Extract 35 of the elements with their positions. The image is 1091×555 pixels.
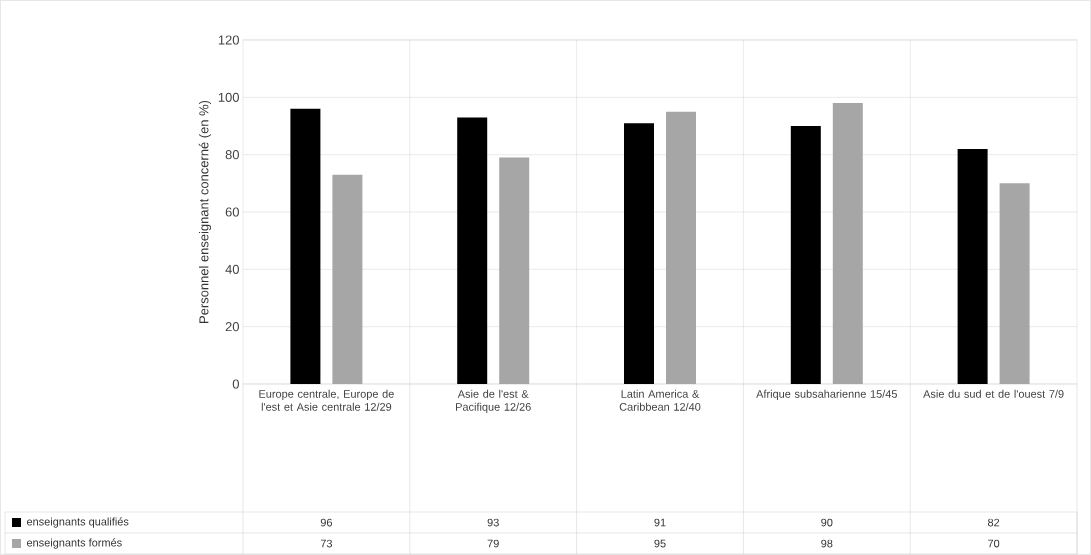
- data-label: 79: [487, 539, 499, 548]
- data-label: 95: [654, 539, 666, 548]
- data-label: 93: [487, 518, 499, 527]
- y-axis-title: Personnel enseignant concerné (en %): [198, 100, 212, 323]
- data-label: 96: [320, 518, 333, 527]
- x-tick-label: Asie du sud et de l'ouest 7/9: [923, 389, 1064, 398]
- data-label: 98: [821, 539, 833, 548]
- x-tick-label: Asie de l'est & Pacifique 12/26: [456, 389, 531, 413]
- y-tick-label: 80: [225, 150, 239, 160]
- bar: [457, 117, 488, 384]
- bar: [624, 123, 654, 384]
- y-tick-label: 120: [218, 35, 239, 45]
- x-tick-label: Europe centrale, Europe de l'est et Asie centrale 12/29: [259, 389, 394, 411]
- x-tick-label: Latin America & Caribbean 12/40: [619, 389, 701, 411]
- y-tick-label: 0: [232, 379, 239, 389]
- data-label: 91: [654, 518, 666, 527]
- data-label: 90: [821, 518, 833, 527]
- bar: [666, 111, 696, 384]
- y-tick-label: 60: [225, 207, 239, 217]
- bar: [332, 174, 363, 384]
- bar: [499, 157, 530, 384]
- data-label: 70: [988, 539, 1000, 548]
- bar: [957, 148, 988, 384]
- bar: [999, 183, 1030, 384]
- bar: [832, 103, 863, 384]
- bar: [790, 126, 821, 384]
- data-label: 73: [320, 539, 333, 548]
- legend-label: enseignants qualifiés: [26, 517, 129, 528]
- data-label: 82: [987, 518, 1000, 527]
- bar: [290, 108, 321, 384]
- x-tick-label: Afrique subsaharienne 15/45: [756, 389, 897, 400]
- y-tick-label: 20: [225, 322, 239, 332]
- legend-label: enseignants formés: [26, 538, 122, 549]
- y-tick-label: 100: [218, 92, 239, 102]
- y-tick-label: 40: [225, 264, 239, 274]
